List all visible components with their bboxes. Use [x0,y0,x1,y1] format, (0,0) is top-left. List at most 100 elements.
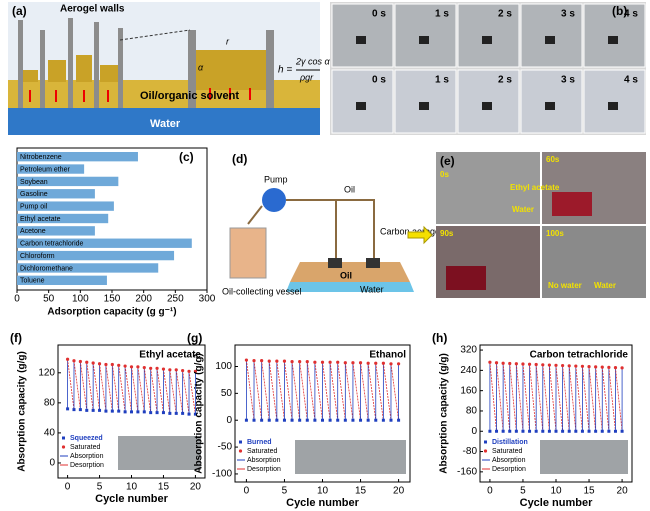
time: 100s [546,229,564,238]
bar [17,201,114,211]
desorption-line [268,361,278,421]
point [389,418,393,422]
point [65,357,70,361]
desorption-line [322,362,331,421]
point [587,364,591,369]
point [359,418,363,422]
point [78,408,82,412]
time-label: 0 s [372,9,386,20]
y-tick-label: -100 [212,469,232,480]
panel-e: (e) 0s 60s 90s 100s Ethyl acetate Water … [436,152,646,298]
legend-label: Saturated [70,444,100,451]
point [110,409,114,413]
legend-marker [484,440,487,444]
legend-marker [62,436,65,440]
point [155,411,159,415]
desorption-line [367,363,377,421]
point [587,429,591,433]
point [613,429,617,433]
desorption-line [306,361,316,421]
point [336,360,340,364]
sample [545,36,555,44]
point [366,361,370,365]
point [244,358,249,362]
point [343,418,347,422]
desorption-line [562,365,570,432]
point [374,418,378,422]
point [527,362,532,366]
point [282,418,286,422]
point [85,360,89,364]
photo [457,69,520,134]
category-label: Soybean [20,179,48,186]
y-axis-label: Absorption capacity (g/g) [17,351,28,472]
desorption-line [588,366,597,432]
point [554,363,558,367]
category-label: Acetone [20,228,46,235]
point [110,362,114,367]
category-label: Dichloromethane [20,265,73,272]
legend-marker [239,440,242,444]
formula-lhs: h = [278,65,292,76]
sample [608,102,618,110]
water-layer [8,108,320,135]
x-tick-label: 10 [550,486,562,497]
point [488,360,492,364]
bar [17,189,95,199]
point [117,363,121,367]
point [193,369,198,373]
desorption-line [568,365,577,432]
time-label: 2 s [498,75,512,86]
desorption-line [329,362,339,421]
photo [436,152,540,224]
point [66,407,70,411]
point [91,361,95,365]
sample [356,36,366,44]
point [351,418,355,422]
desorption-line [314,362,323,421]
panel-label: (d) [232,152,247,166]
desorption-line [143,367,152,413]
point [328,418,332,422]
point [567,429,571,433]
x-tick-label: 100 [72,294,89,305]
desorption-line [535,364,544,432]
angle: α [198,62,204,72]
panel-label: (e) [440,154,455,168]
point [275,418,279,422]
legend-label: Desorption [247,466,281,473]
point [620,429,624,433]
x-tick-label: 300 [199,294,216,305]
category-label: Chloroform [20,253,55,260]
point [123,364,127,368]
legend-label: Burned [247,439,272,446]
point [594,429,598,433]
legend-label: Desorption [70,462,104,469]
photo [394,69,457,134]
desorption-line [360,362,369,421]
oil-layer-label: Oil [340,270,352,280]
desorption-line [175,369,184,414]
aerogel [366,258,380,268]
point [336,418,340,422]
category-label: Nitrobenzene [20,154,62,161]
category-label: Carbon tetrachloride [20,241,84,248]
panel-label: (a) [12,4,27,18]
sample [545,102,555,110]
bar [17,213,109,224]
point [244,418,248,422]
photo [394,3,457,68]
pipe [286,199,337,260]
photo [520,3,583,68]
desorption-line [246,359,255,421]
point [620,366,624,370]
desorption-line [261,360,270,421]
y-tick-label: 0 [226,415,232,426]
x-axis-label: Cycle number [286,497,359,509]
point [567,364,571,368]
point [305,418,309,422]
category-label: Ethyl acetate [20,216,61,223]
vessel [229,227,267,279]
point [374,361,378,365]
point [290,360,294,364]
